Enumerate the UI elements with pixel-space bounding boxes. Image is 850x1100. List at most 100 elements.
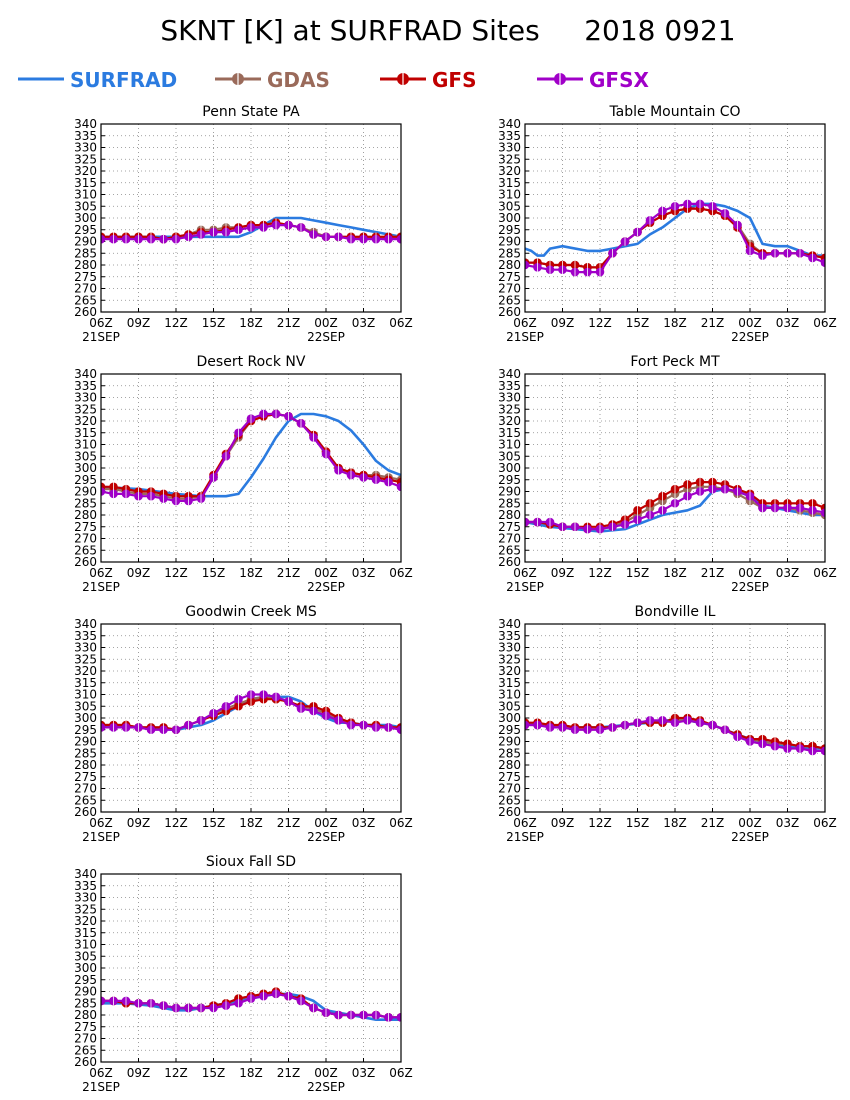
date-label: 22SEP (307, 580, 345, 594)
legend-item-surfrad: SURFRAD (18, 68, 177, 92)
series-group (525, 199, 825, 277)
x-tick-label: 06Z (813, 816, 837, 830)
y-tick-label: 335 (74, 629, 97, 643)
y-tick-label: 320 (74, 164, 97, 178)
y-tick-label: 325 (74, 402, 97, 416)
data-point-gfsx (101, 487, 106, 496)
y-tick-label: 315 (74, 426, 97, 440)
series-group (101, 216, 401, 244)
y-tick-label: 300 (498, 211, 521, 225)
y-tick-label: 315 (74, 176, 97, 190)
y-tick-label: 260 (74, 305, 97, 319)
x-tick-label: 18Z (239, 1066, 263, 1080)
y-tick-label: 295 (498, 223, 521, 237)
date-label: 22SEP (731, 830, 769, 844)
x-tick-label: 06Z (89, 816, 113, 830)
y-tick-label: 310 (74, 438, 97, 452)
panel-penn-state-pa: Penn State PA 260265270275280285290295300… (74, 104, 413, 344)
series-group (101, 987, 401, 1022)
x-tick-label: 06Z (89, 566, 113, 580)
y-tick-label: 340 (498, 117, 521, 131)
y-tick-label: 315 (498, 176, 521, 190)
y-tick-label: 265 (74, 1043, 97, 1057)
y-tick-label: 270 (74, 282, 97, 296)
y-tick-label: 315 (498, 426, 521, 440)
x-tick-label: 12Z (164, 566, 188, 580)
y-tick-label: 290 (498, 735, 521, 749)
y-tick-label: 310 (498, 438, 521, 452)
y-tick-label: 325 (74, 152, 97, 166)
y-tick-labels: 2602652702752802852902953003053103153203… (498, 617, 529, 819)
y-tick-label: 335 (498, 379, 521, 393)
y-tick-label: 265 (74, 293, 97, 307)
x-tick-label: 21Z (277, 316, 301, 330)
y-tick-label: 290 (498, 485, 521, 499)
series-group (525, 477, 825, 534)
x-tick-label: 15Z (202, 316, 226, 330)
panel-desert-rock-nv: Desert Rock NV26026527027528028529029530… (74, 354, 413, 594)
x-tick-label: 00Z (738, 566, 762, 580)
y-tick-labels: 2602652702752802852902953003053103153203… (74, 617, 105, 819)
date-label: 21SEP (506, 330, 544, 344)
y-tick-label: 340 (74, 367, 97, 381)
y-tick-label: 340 (498, 367, 521, 381)
y-tick-label: 260 (74, 805, 97, 819)
y-tick-label: 275 (74, 520, 97, 534)
y-tick-label: 265 (74, 543, 97, 557)
series-group (101, 409, 401, 506)
x-tick-label: 15Z (202, 566, 226, 580)
y-tick-labels: 2602652702752802852902953003053103153203… (498, 367, 529, 569)
y-tick-label: 285 (74, 246, 97, 260)
y-tick-label: 290 (74, 235, 97, 249)
legend-item-gfsx: GFSX (537, 68, 649, 92)
y-tick-label: 305 (74, 449, 97, 463)
y-tick-label: 265 (498, 793, 521, 807)
date-label: 22SEP (307, 830, 345, 844)
y-tick-label: 315 (74, 676, 97, 690)
y-tick-label: 305 (74, 949, 97, 963)
date-label: 21SEP (506, 580, 544, 594)
panel-title: Penn State PA (202, 104, 300, 120)
data-point-gfsx (820, 746, 825, 756)
x-tick-label: 00Z (738, 816, 762, 830)
y-tick-label: 280 (498, 508, 521, 522)
y-tick-label: 335 (498, 129, 521, 143)
y-tick-label: 260 (498, 805, 521, 819)
grid (101, 874, 401, 1062)
x-tick-label: 18Z (239, 316, 263, 330)
x-tick-label: 09Z (551, 316, 575, 330)
y-tick-label: 330 (74, 891, 97, 905)
y-tick-label: 325 (498, 652, 521, 666)
series-line-surfrad (525, 487, 825, 533)
y-tick-label: 305 (498, 449, 521, 463)
x-tick-label: 03Z (352, 316, 376, 330)
x-tick-label: 06Z (513, 316, 537, 330)
series-group (101, 690, 401, 735)
x-tick-label: 06Z (389, 316, 413, 330)
x-tick-label: 15Z (626, 816, 650, 830)
y-tick-label: 325 (498, 402, 521, 416)
y-tick-label: 270 (498, 282, 521, 296)
y-tick-label: 335 (74, 379, 97, 393)
panel-title: Table Mountain CO (608, 104, 740, 120)
date-label: 21SEP (82, 330, 120, 344)
data-point-gfsx (396, 482, 401, 492)
x-tick-label: 03Z (776, 816, 800, 830)
plot-frame (100, 623, 402, 813)
y-tick-label: 330 (498, 141, 521, 155)
y-tick-label: 280 (74, 258, 97, 272)
date-label: 21SEP (82, 580, 120, 594)
x-tick-label: 21Z (277, 1066, 301, 1080)
y-tick-label: 275 (498, 520, 521, 534)
y-tick-label: 270 (74, 782, 97, 796)
y-tick-label: 340 (74, 617, 97, 631)
y-tick-label: 295 (498, 723, 521, 737)
x-tick-label: 15Z (626, 566, 650, 580)
x-tick-label: 06Z (89, 1066, 113, 1080)
panel-title: Sioux Fall SD (206, 854, 296, 870)
y-tick-label: 320 (74, 414, 97, 428)
data-point-gfsx (101, 723, 106, 732)
